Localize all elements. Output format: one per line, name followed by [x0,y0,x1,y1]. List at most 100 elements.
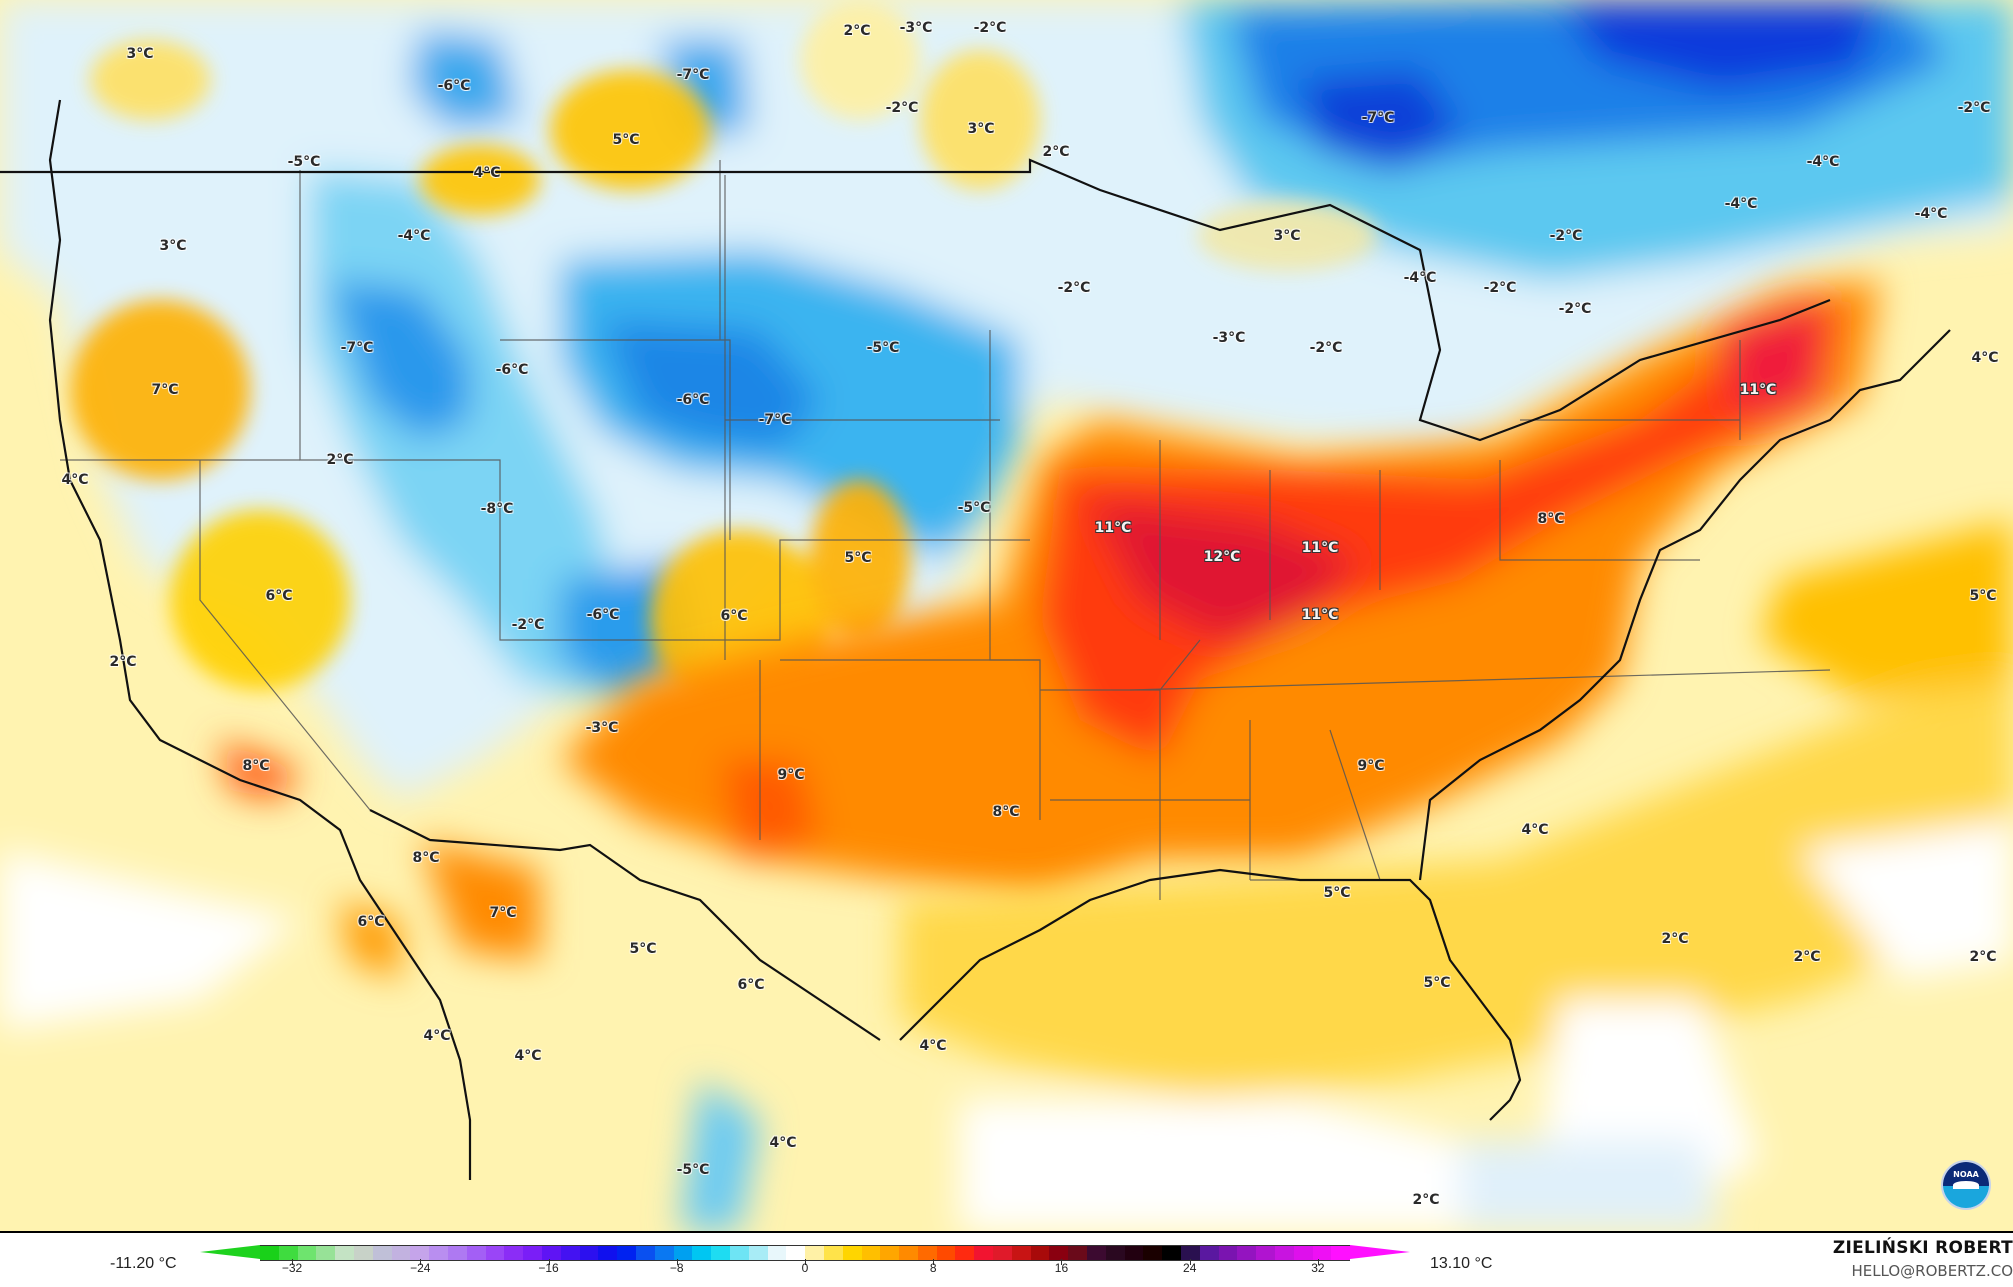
colorbar-cell [823,1246,843,1260]
temperature-label: -2°C [1558,301,1592,317]
colorbar-cell [786,1246,806,1260]
tick-label: 24 [1183,1261,1197,1275]
temperature-label: 4°C [514,1048,542,1064]
temperature-label: -7°C [1361,110,1395,126]
temperature-label: 5°C [844,550,872,566]
temperature-label: -2°C [1957,100,1991,116]
temperature-label: 5°C [1969,588,1997,604]
colorbar-cell [729,1246,749,1260]
temperature-label: 2°C [326,452,354,468]
temperature-label: 11°C [1094,520,1132,536]
temperature-label: 6°C [357,914,385,930]
temperature-label: -6°C [676,392,710,408]
temperature-label: 4°C [61,472,89,488]
tick-label: 16 [1054,1261,1069,1275]
temperature-label: 12°C [1203,549,1241,565]
temperature-label: 5°C [629,941,657,957]
temperature-label: -5°C [287,154,321,170]
temperature-label: 7°C [489,905,517,921]
temperature-label: 4°C [919,1038,947,1054]
temperature-label: -7°C [676,67,710,83]
temperature-label: 8°C [242,758,270,774]
temperature-label: 4°C [1971,350,1999,366]
temperature-label: 2°C [1412,1192,1440,1208]
colorbar-cell [936,1246,956,1260]
tick-mark [548,1259,550,1265]
temperature-label: 5°C [612,132,640,148]
temperature-label: 3°C [967,121,995,137]
colorbar-cell [861,1246,881,1260]
temperature-label: 6°C [737,977,765,993]
noaa-bird-icon [1953,1181,1979,1189]
colorbar-cell [899,1246,918,1260]
temperature-label: 6°C [720,608,748,624]
colorbar-cell [316,1246,336,1260]
colorbar-cell [1237,1246,1257,1260]
tick-label: 8 [929,1261,937,1275]
temperature-label: -2°C [1309,340,1343,356]
colorbar-cell [1011,1246,1031,1260]
tick-label: −16 [538,1261,559,1275]
temperature-label: 2°C [843,23,871,39]
colorbar-cell [805,1246,824,1260]
tick-mark [933,1259,935,1265]
colorbar-cell [880,1246,900,1260]
tick-mark [1189,1259,1191,1265]
colorbar-cell [410,1246,430,1260]
temperature-label: 8°C [992,804,1020,820]
temperature-label: -3°C [585,720,619,736]
colorbar-cell [523,1246,542,1260]
colorbar-cell [1068,1246,1088,1260]
tick-label: 32 [1311,1261,1325,1275]
temperature-label: 11°C [1301,540,1339,556]
colorbar-cell [541,1246,561,1260]
tick-mark [1317,1259,1319,1265]
temperature-label: -4°C [1806,154,1840,170]
temperature-label: -2°C [973,20,1007,36]
temperature-label: 5°C [1323,885,1351,901]
colorbar-cell [654,1246,674,1260]
temperature-map: 3°C -6°C -7°C 2°C -3°C -2°C -2°C 3°C 2°C 5°C -5°C 4… [0,0,2013,1233]
colorbar-cell [466,1246,486,1260]
temperature-label: 11°C [1739,382,1777,398]
colorbar-cell [598,1246,618,1260]
temperature-label: 2°C [1661,931,1689,947]
colorbar-cell [1105,1246,1125,1260]
colorbar-cell [711,1246,730,1260]
temperature-label: -5°C [866,340,900,356]
temperature-label: 9°C [1357,758,1385,774]
temperature-label: 2°C [109,654,137,670]
colorbar-cell [748,1246,768,1260]
temperature-label: -4°C [1914,206,1948,222]
colorbar-cell [635,1246,655,1260]
temperature-label: 3°C [1273,228,1301,244]
temperature-label: -2°C [1057,280,1091,296]
colorbar-left-arrow [200,1245,260,1259]
colorbar-cell [485,1246,505,1260]
temperature-label: -6°C [437,78,471,94]
temperature-label: 4°C [1521,822,1549,838]
temperature-label: -4°C [1724,196,1758,212]
colorbar-cell [504,1246,524,1260]
colorbar-cell [335,1246,354,1260]
colorbar-cell [447,1246,467,1260]
colorbar-cell [579,1246,599,1260]
temperature-label: 4°C [473,165,501,181]
colorbar-cell [260,1246,279,1260]
tick-label: 0 [801,1261,809,1275]
colorbar-cell [1312,1246,1332,1260]
temperature-label: 3°C [159,238,187,254]
temperature-label: -7°C [340,340,374,356]
colorbar-cell [372,1246,392,1260]
colorbar-cell [842,1246,862,1260]
tick-label: −8 [669,1261,684,1275]
noaa-logo-text: NOAA [1953,1170,1979,1179]
author-name: ZIELIŃSKI ROBERT [1832,1238,2013,1258]
colorbar-cell [1124,1246,1144,1260]
tick-mark [676,1259,678,1265]
tick-mark [292,1259,294,1265]
temperature-label: -2°C [511,617,545,633]
temperature-label: 2°C [1042,144,1070,160]
colorbar-cell [1049,1246,1069,1260]
colorbar-cell [1030,1246,1050,1260]
